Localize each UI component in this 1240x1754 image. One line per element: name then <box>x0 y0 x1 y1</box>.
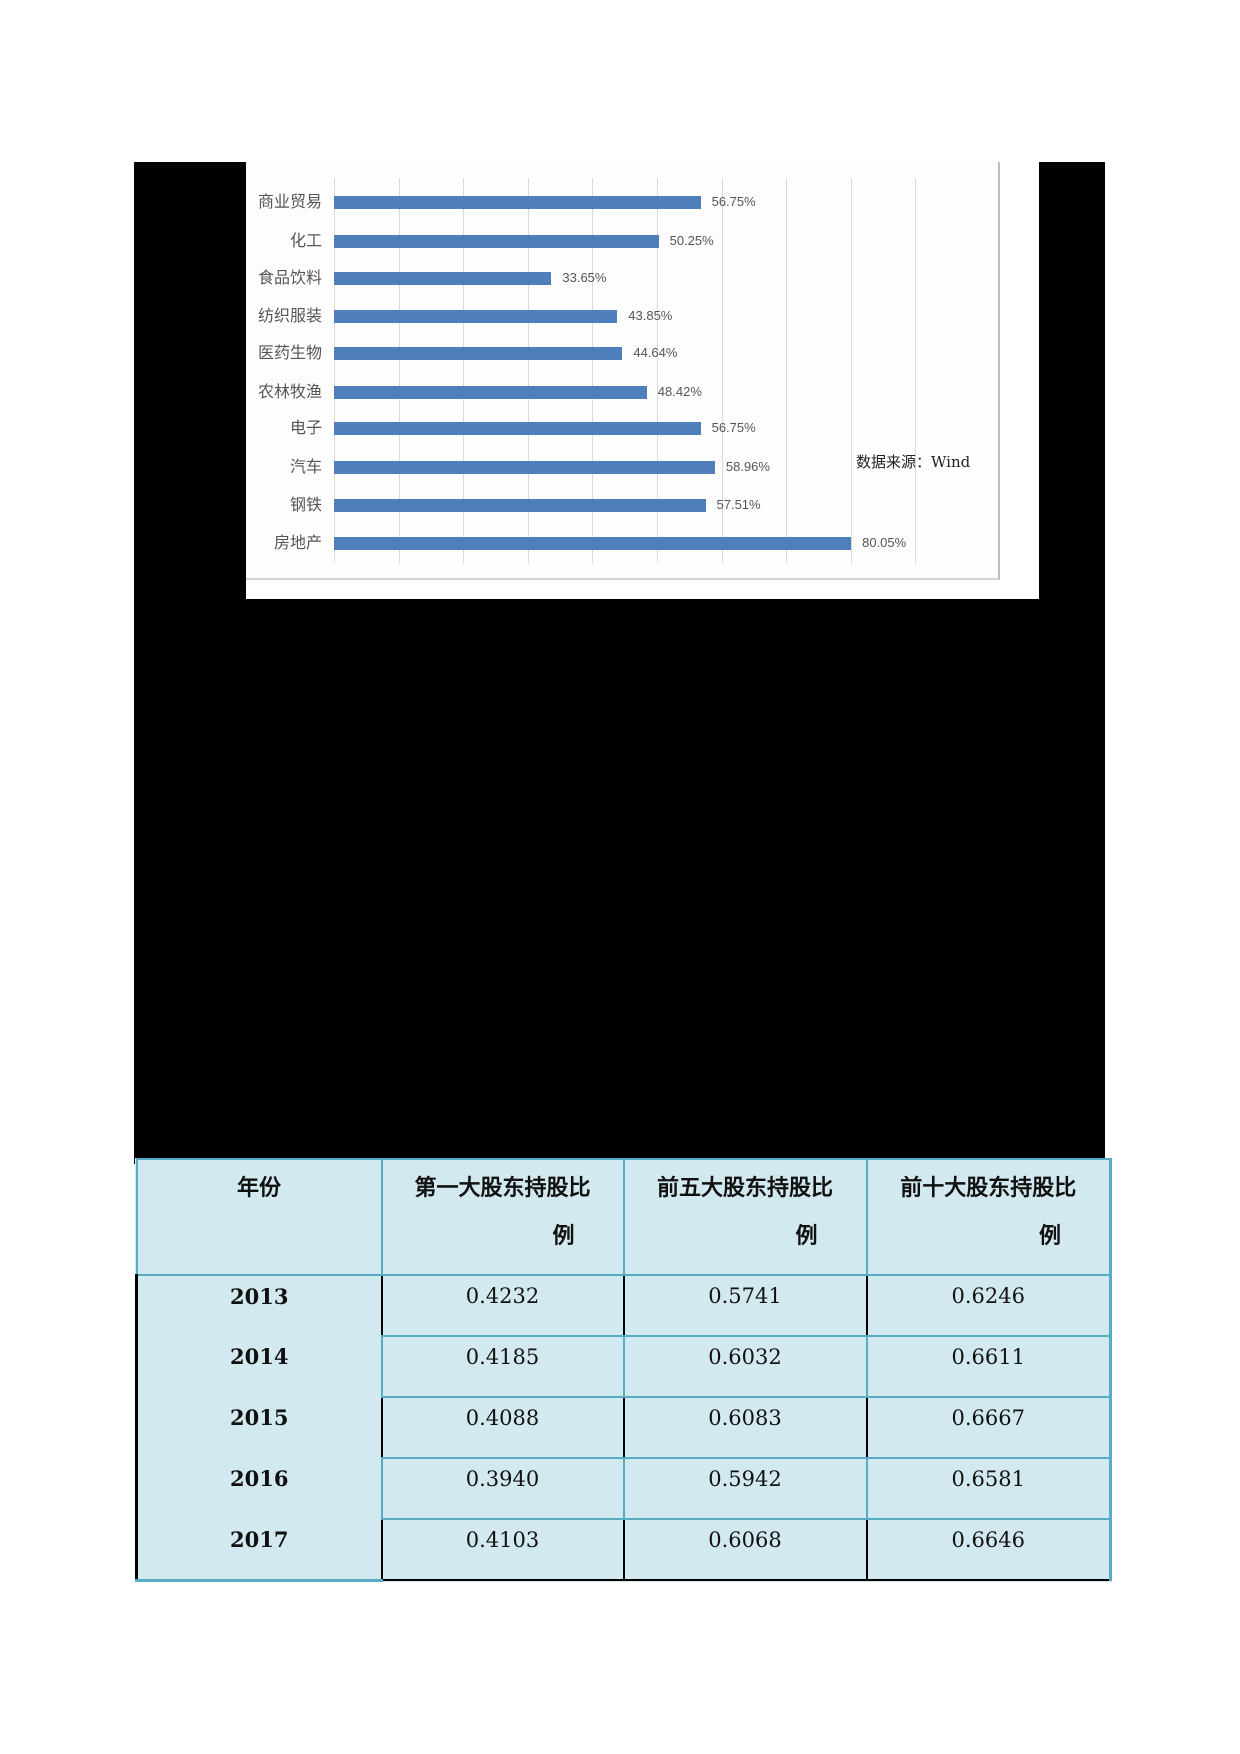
bar <box>334 386 647 399</box>
value-label: 50.25% <box>669 233 714 248</box>
table-header-row: 年份 第一大股东持股比 例 前五大股东持股比 例 前十大股东持股比 例 <box>135 1158 1112 1276</box>
cell-top1: 0.4232 <box>380 1274 625 1337</box>
bar <box>334 347 623 360</box>
gridline <box>398 178 400 563</box>
table-row: 2014 0.4185 0.6032 0.6611 <box>135 1335 1112 1398</box>
table-row: 2016 0.3940 0.5942 0.6581 <box>135 1457 1112 1520</box>
cell-top10: 0.6611 <box>865 1335 1112 1398</box>
value-label: 44.64% <box>633 345 678 360</box>
category-label: 食品饮料 <box>257 268 322 287</box>
header-top1: 第一大股东持股比 例 <box>380 1158 625 1276</box>
cell-top10: 0.6581 <box>865 1457 1112 1520</box>
header-year: 年份 <box>135 1158 383 1276</box>
cell-top5: 0.6032 <box>622 1335 868 1398</box>
value-label: 33.65% <box>562 270 607 285</box>
value-label: 43.85% <box>628 308 673 323</box>
gridline <box>850 178 852 563</box>
gridline <box>592 178 594 563</box>
gridline <box>334 178 335 563</box>
cell-top1: 0.4185 <box>380 1335 625 1398</box>
cell-year: 2015 <box>135 1397 382 1458</box>
category-label: 房地产 <box>273 533 322 552</box>
cell-top10: 0.6246 <box>865 1274 1112 1337</box>
cell-top10: 0.6646 <box>865 1518 1112 1581</box>
header-top5: 前五大股东持股比 例 <box>622 1158 868 1276</box>
shareholding-table: 年份 第一大股东持股比 例 前五大股东持股比 例 前十大股东持股比 例 2013… <box>135 1158 1112 1582</box>
data-source-note: 数据来源：Wind <box>856 453 971 471</box>
header-top10: 前十大股东持股比 例 <box>865 1158 1112 1276</box>
table-row: 2017 0.4103 0.6068 0.6646 <box>135 1518 1112 1582</box>
cell-year: 2017 <box>135 1519 382 1582</box>
value-label: 56.75% <box>711 194 756 209</box>
bar <box>334 461 715 474</box>
cell-top1: 0.3940 <box>380 1457 625 1520</box>
value-label: 57.51% <box>716 497 761 512</box>
gridline <box>721 178 723 563</box>
category-label: 医药生物 <box>257 343 322 362</box>
category-label: 商业贸易 <box>257 192 322 211</box>
cell-top5: 0.5741 <box>622 1274 868 1337</box>
value-label: 56.75% <box>711 420 756 435</box>
category-label: 化工 <box>289 231 322 250</box>
value-label: 58.96% <box>725 459 770 474</box>
bar <box>334 537 852 550</box>
gridline <box>527 178 529 563</box>
bar <box>334 235 659 248</box>
cell-year: 2013 <box>135 1275 382 1336</box>
gridline <box>657 178 658 563</box>
bar <box>334 196 701 209</box>
category-label: 汽车 <box>289 457 322 476</box>
cell-top5: 0.6068 <box>622 1518 868 1581</box>
cell-top10: 0.6667 <box>865 1396 1112 1459</box>
table-row: 2013 0.4232 0.5741 0.6246 <box>135 1274 1112 1337</box>
bar-chart <box>246 162 1000 580</box>
category-label: 农林牧渔 <box>257 382 322 401</box>
bar <box>334 499 706 512</box>
cell-year: 2016 <box>135 1458 382 1519</box>
cell-top5: 0.6083 <box>622 1396 868 1459</box>
bar <box>334 272 552 285</box>
value-label: 48.42% <box>657 384 702 399</box>
gridline <box>786 178 788 563</box>
cell-year: 2014 <box>135 1336 382 1397</box>
category-label: 电子 <box>289 418 322 437</box>
category-label: 钢铁 <box>289 495 322 514</box>
cell-top1: 0.4103 <box>380 1518 625 1581</box>
value-label: 80.05% <box>862 535 907 550</box>
bar <box>334 310 618 323</box>
cell-top1: 0.4088 <box>380 1396 625 1459</box>
category-label: 纺织服装 <box>257 306 322 325</box>
gridline <box>463 178 465 563</box>
cell-top5: 0.5942 <box>622 1457 868 1520</box>
figure-caption-obscured <box>380 594 900 599</box>
table-row: 2015 0.4088 0.6083 0.6667 <box>135 1396 1112 1459</box>
bar <box>334 422 701 435</box>
gridline <box>915 178 917 563</box>
